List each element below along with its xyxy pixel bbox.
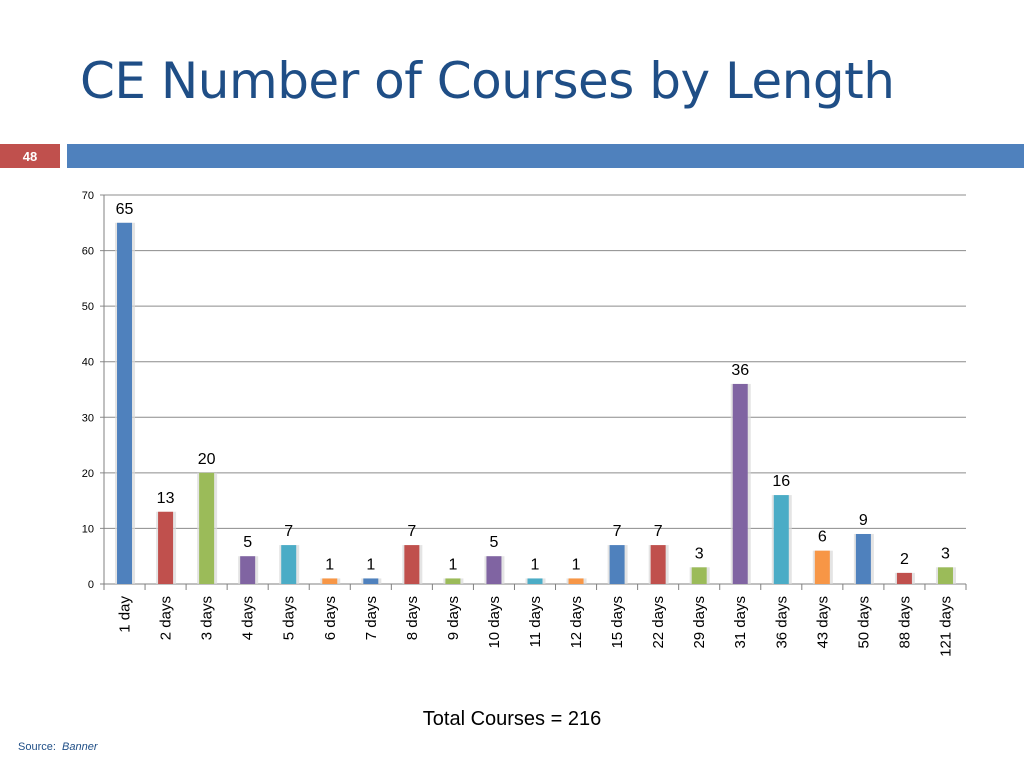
data-label: 7: [284, 523, 293, 540]
y-tick-label: 50: [82, 301, 94, 313]
bar: [773, 495, 789, 584]
x-tick-label: 10 days: [486, 596, 503, 649]
total-courses-label: Total Courses = 216: [422, 708, 602, 730]
data-label: 1: [572, 556, 581, 573]
y-tick-label: 70: [82, 190, 94, 202]
source-note: Source: Banner: [18, 741, 98, 753]
x-tick-label: 12 days: [568, 596, 585, 649]
data-label: 9: [859, 512, 868, 529]
x-tick-label: 7 days: [363, 596, 380, 640]
x-tick-label: 43 days: [814, 596, 831, 649]
data-label: 5: [489, 534, 498, 551]
y-tick-label: 30: [82, 412, 94, 424]
bar: [240, 556, 256, 584]
bar: [609, 545, 625, 584]
x-tick-label: 1 day: [117, 596, 134, 633]
source-value: Banner: [62, 741, 98, 753]
y-axis-ticks: 0 10 20 30 40 50 60 70: [82, 190, 94, 591]
bar: [937, 567, 953, 584]
data-label: 6: [818, 529, 827, 546]
x-tick-label: 88 days: [896, 596, 913, 649]
bar: [568, 578, 584, 584]
x-tick-label: 8 days: [404, 596, 421, 640]
bars: [115, 222, 956, 584]
slide-number: 48: [0, 144, 60, 168]
data-label: 1: [366, 556, 375, 573]
data-label: 7: [613, 523, 622, 540]
x-axis-ticks: 1 day 2 days 3 days 4 days 5 days 6 days 7 day…: [117, 596, 955, 657]
y-tick-label: 40: [82, 357, 94, 369]
data-label: 3: [941, 545, 950, 562]
bar: [814, 550, 830, 584]
bar-chart: 0 10 20 30 40 50 60 70 65 13 20 5 7 1 1 7 1 5 1 1 7 7 3 36 16 6 9…: [82, 190, 967, 657]
y-tick-label: 60: [82, 246, 94, 258]
x-tick-label: 5 days: [281, 596, 298, 640]
title-rule-bar: [67, 144, 1024, 168]
gridlines: [100, 194, 967, 590]
x-tick-label: 15 days: [609, 596, 626, 649]
bar: [650, 545, 666, 584]
bar: [855, 533, 871, 584]
bar: [445, 578, 461, 584]
x-tick-label: 11 days: [527, 596, 544, 647]
bar: [732, 383, 748, 584]
x-tick-label: 50 days: [855, 596, 872, 649]
data-label: 65: [116, 201, 134, 218]
x-tick-label: 22 days: [650, 596, 667, 649]
x-tick-label: 9 days: [445, 596, 462, 640]
x-tick-label: 36 days: [773, 596, 790, 649]
bar: [527, 578, 543, 584]
data-label: 13: [157, 490, 175, 507]
data-label: 16: [772, 473, 790, 490]
y-tick-label: 0: [88, 579, 94, 591]
data-label: 7: [407, 523, 416, 540]
bar: [158, 511, 174, 584]
bar: [486, 556, 502, 584]
bar: [322, 578, 338, 584]
data-label: 5: [243, 534, 252, 551]
slide-title: CE Number of Courses by Length: [80, 52, 895, 110]
x-tick-label: 2 days: [158, 596, 175, 640]
data-label: 7: [654, 523, 663, 540]
data-labels: 65 13 20 5 7 1 1 7 1 5 1 1 7 7 3 36 16 6 9 2 3: [116, 201, 950, 574]
y-tick-label: 20: [82, 468, 94, 480]
x-tick-label: 3 days: [199, 596, 216, 640]
data-label: 1: [531, 556, 540, 573]
data-label: 36: [731, 362, 749, 379]
data-label: 1: [325, 556, 334, 573]
bar: [896, 572, 912, 584]
y-tick-label: 10: [82, 523, 94, 535]
x-tick-label: 121 days: [937, 596, 954, 657]
bar: [363, 578, 379, 584]
data-label: 3: [695, 545, 704, 562]
bar: [281, 545, 297, 584]
bar: [404, 545, 420, 584]
data-label: 20: [198, 451, 216, 468]
bar: [691, 567, 707, 584]
x-tick-label: 6 days: [322, 596, 339, 640]
bar: [117, 222, 133, 584]
x-tick-label: 29 days: [691, 596, 708, 649]
data-label: 2: [900, 551, 909, 568]
data-label: 1: [448, 556, 457, 573]
x-tick-label: 31 days: [732, 596, 749, 649]
x-tick-label: 4 days: [240, 596, 257, 640]
bar: [199, 472, 215, 584]
source-label: Source:: [18, 741, 56, 753]
